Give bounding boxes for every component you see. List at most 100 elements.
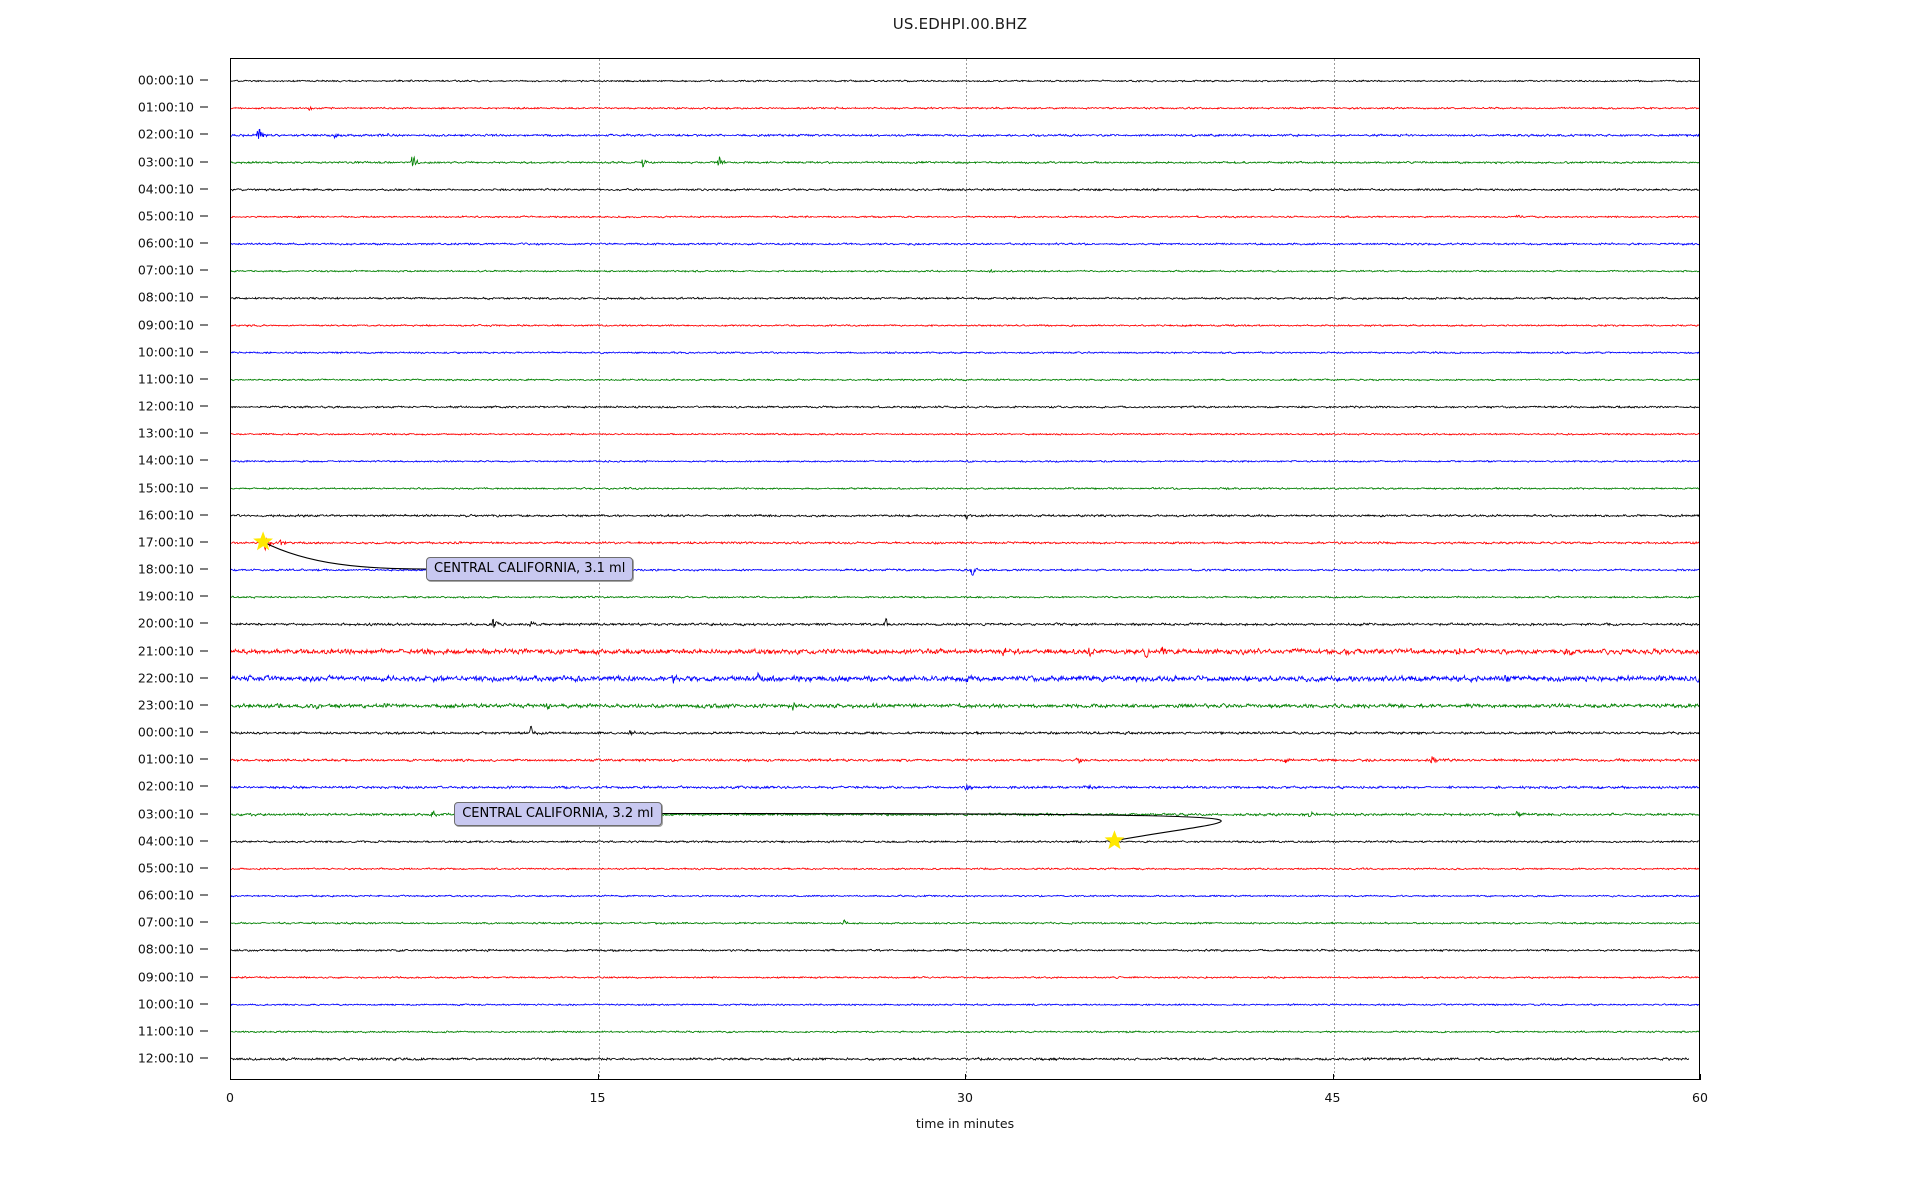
y-tick-mark [200, 568, 208, 570]
seismic-trace [231, 701, 1699, 711]
y-tick-mark [200, 269, 208, 271]
y-tick-label: 12:00:10 [137, 1050, 194, 1066]
seismic-trace [231, 948, 1699, 953]
y-tick-label: 02:00:10 [137, 126, 194, 142]
y-tick-mark [200, 1003, 208, 1005]
y-tick-label: 09:00:10 [137, 317, 194, 332]
y-tick-label: 20:00:10 [137, 615, 194, 631]
y-tick-mark [200, 758, 208, 760]
y-tick-mark [200, 378, 208, 380]
seismic-trace [231, 975, 1699, 980]
y-tick-mark [200, 867, 208, 869]
y-tick-label: 05:00:10 [137, 860, 194, 876]
y-tick-label: 10:00:10 [137, 344, 194, 360]
y-tick-label: 18:00:10 [137, 561, 194, 577]
seismic-trace [231, 242, 1699, 246]
y-tick-label: 00:00:10 [137, 724, 194, 740]
y-tick-label: 03:00:10 [137, 806, 194, 821]
y-tick-label: 04:00:10 [137, 833, 194, 849]
y-tick-mark [200, 704, 208, 706]
seismic-trace [231, 459, 1699, 464]
seismic-trace [231, 128, 1699, 140]
y-tick-label: 07:00:10 [137, 914, 194, 930]
seismic-trace [231, 323, 1699, 328]
y-tick-mark [200, 1030, 208, 1032]
y-tick-mark [200, 296, 208, 298]
x-axis: time in minutes 0 15 30 45 60 [226, 1074, 1708, 1140]
seismic-trace [231, 867, 1699, 871]
y-tick-mark [200, 79, 208, 81]
seismic-trace [231, 646, 1699, 659]
x-tick-mark [965, 1074, 966, 1080]
x-tick-label: 60 [1692, 1090, 1708, 1105]
y-tick-label: 00:00:10 [137, 72, 194, 88]
y-tick-mark [200, 459, 208, 461]
seismic-trace [231, 296, 1699, 301]
y-tick-mark [200, 541, 208, 543]
y-axis: 00:00:10 01:00:10 02:00:10 03:00:10 04:00:10… [0, 58, 230, 1080]
y-tick-mark [200, 731, 208, 733]
seismic-trace [231, 79, 1699, 83]
seismic-trace [231, 432, 1699, 436]
y-tick-mark [200, 921, 208, 923]
y-tick-mark [200, 622, 208, 624]
x-tick-label: 15 [589, 1090, 606, 1105]
y-tick-label: 07:00:10 [137, 262, 194, 278]
y-tick-label: 05:00:10 [137, 208, 194, 224]
y-tick-mark [200, 405, 208, 407]
y-tick-label: 14:00:10 [137, 452, 194, 468]
x-tick-label: 0 [226, 1090, 234, 1105]
seismic-trace [231, 105, 1699, 112]
seismic-trace [231, 378, 1699, 382]
seismic-trace [231, 155, 1699, 168]
y-tick-label: 01:00:10 [137, 99, 194, 115]
y-tick-label: 04:00:10 [137, 181, 194, 197]
y-tick-mark [200, 813, 208, 814]
y-tick-mark [200, 1057, 208, 1059]
y-tick-label: 21:00:10 [137, 643, 194, 658]
y-tick-label: 16:00:10 [137, 507, 194, 523]
y-tick-label: 01:00:10 [137, 751, 194, 767]
seismic-trace [231, 617, 1699, 628]
x-tick-label: 45 [1324, 1090, 1341, 1105]
y-tick-mark [200, 161, 208, 162]
y-tick-mark [200, 324, 208, 325]
y-tick-mark [200, 106, 208, 108]
y-tick-label: 08:00:10 [137, 941, 194, 957]
y-tick-label: 13:00:10 [137, 425, 194, 441]
y-tick-label: 09:00:10 [137, 969, 194, 984]
seismic-trace [231, 537, 1699, 552]
seismic-trace [231, 808, 1699, 818]
y-tick-label: 06:00:10 [137, 887, 194, 903]
y-tick-mark [200, 188, 208, 190]
seismic-trace [231, 268, 1699, 274]
y-tick-label: 06:00:10 [137, 235, 194, 251]
x-tick-mark [1700, 1074, 1701, 1080]
trace-container [231, 59, 1699, 1079]
y-tick-mark [200, 242, 208, 244]
seismic-trace [231, 783, 1699, 791]
x-tick-mark [597, 1074, 599, 1080]
helicorder-plot-area [230, 58, 1700, 1080]
seismic-trace [231, 405, 1699, 409]
y-tick-mark [200, 487, 208, 488]
x-tick-mark [1332, 1074, 1334, 1080]
seismic-trace [231, 725, 1699, 737]
y-tick-label: 12:00:10 [137, 398, 194, 414]
y-tick-mark [200, 351, 208, 353]
page-title: US.EDHPI.00.BHZ [892, 15, 1028, 33]
y-tick-label: 11:00:10 [137, 371, 194, 387]
seismic-trace [231, 187, 1699, 192]
y-tick-label: 17:00:10 [137, 534, 194, 550]
x-tick-label: 30 [957, 1090, 973, 1105]
seismic-trace [231, 756, 1699, 764]
x-axis-title: time in minutes [915, 1116, 1015, 1131]
y-tick-mark [200, 785, 208, 787]
seismic-trace [231, 839, 1699, 844]
y-tick-mark [200, 840, 208, 842]
seismic-trace [231, 513, 1699, 520]
y-tick-mark [200, 432, 208, 434]
y-tick-label: 11:00:10 [137, 1023, 194, 1039]
y-tick-label: 15:00:10 [137, 480, 194, 495]
